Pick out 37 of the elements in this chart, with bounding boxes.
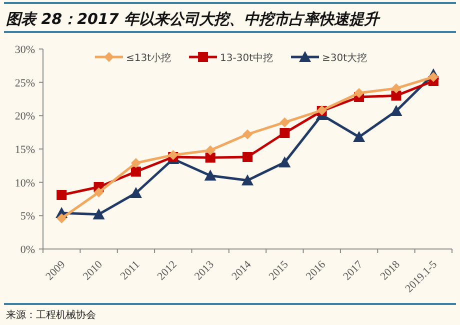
point bbox=[56, 190, 67, 200]
point bbox=[390, 105, 402, 116]
point bbox=[391, 83, 402, 94]
y-tick-label: 15% bbox=[14, 144, 35, 156]
y-tick-label: 20% bbox=[14, 110, 35, 123]
point bbox=[92, 208, 105, 220]
y-tick-label: 25% bbox=[14, 77, 35, 90]
point bbox=[354, 88, 364, 98]
point bbox=[204, 170, 216, 181]
point bbox=[56, 213, 67, 224]
point bbox=[353, 131, 366, 142]
y-tick-label: 10% bbox=[14, 177, 35, 190]
legend-label: ≥30t大挖 bbox=[322, 52, 368, 64]
point bbox=[130, 166, 141, 177]
y-tick-label: 0% bbox=[20, 244, 35, 256]
point bbox=[94, 187, 104, 198]
point bbox=[242, 152, 252, 162]
y-tick-label: 30% bbox=[14, 44, 35, 56]
point bbox=[130, 158, 141, 168]
point bbox=[242, 174, 254, 186]
point bbox=[242, 129, 252, 140]
point bbox=[205, 145, 216, 156]
x-tick-label: 2011 bbox=[118, 258, 142, 282]
legend-≥30t大挖: ≥30t大挖 bbox=[291, 51, 368, 64]
point bbox=[278, 156, 291, 168]
y-tick-label: 5% bbox=[20, 210, 35, 223]
legend-≤13t小挖: ≤13t小挖 bbox=[95, 52, 172, 64]
point bbox=[205, 152, 216, 163]
point bbox=[428, 72, 438, 82]
point bbox=[280, 128, 290, 138]
source-note: 来源：工程机械协会 bbox=[6, 309, 96, 321]
point bbox=[391, 90, 402, 101]
point bbox=[280, 117, 290, 128]
point bbox=[130, 187, 142, 198]
chart-title: 图表 28：2017 年以来公司大挖、中挖市占率快速提升 bbox=[6, 10, 382, 28]
legend-label: 13-30t中挖 bbox=[220, 52, 274, 64]
legend-label: ≤13t小挖 bbox=[126, 52, 172, 64]
